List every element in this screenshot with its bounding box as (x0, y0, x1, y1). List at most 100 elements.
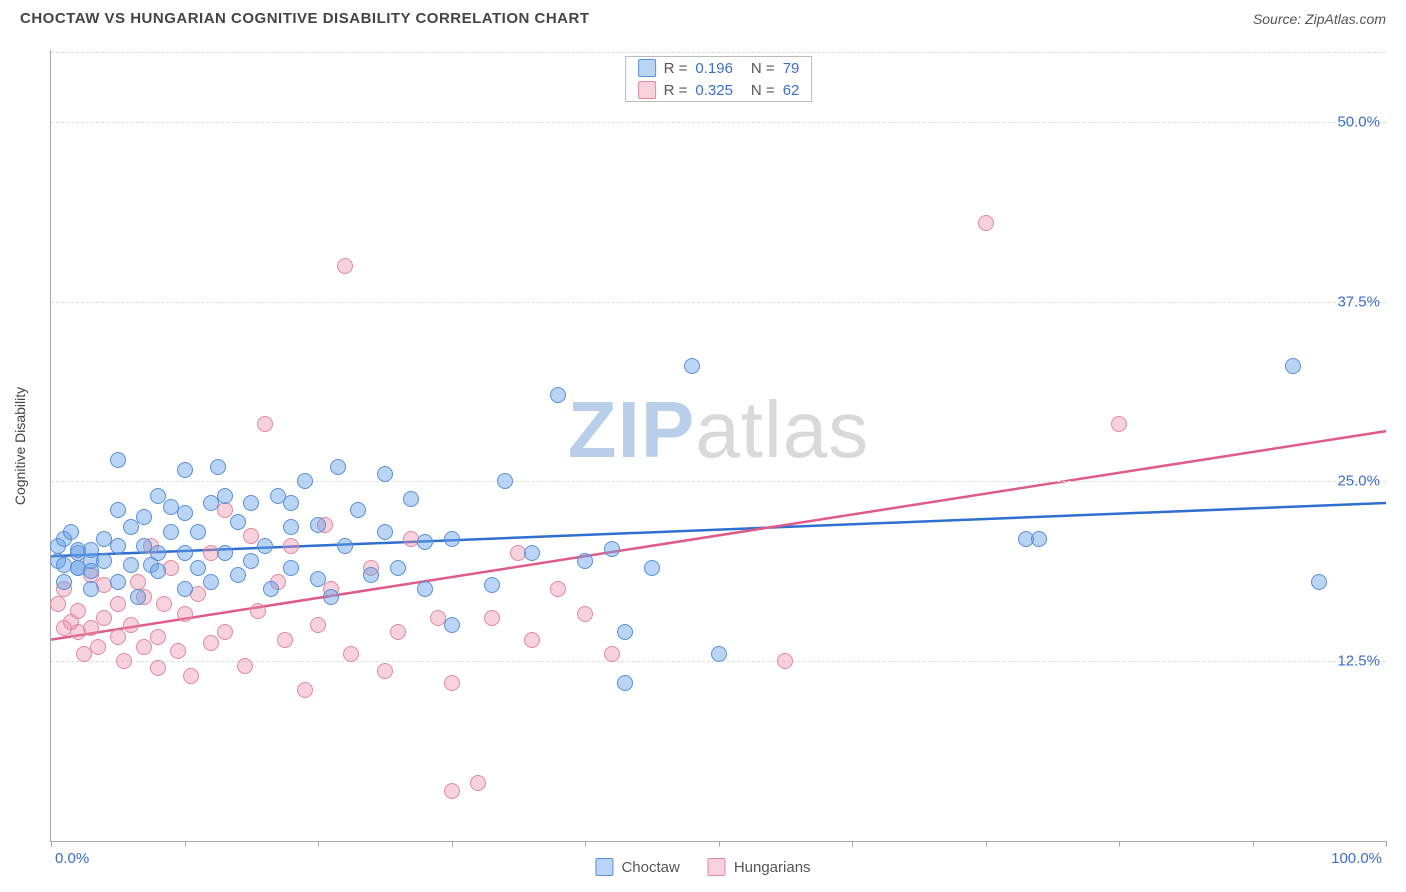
scatter-point-series1 (403, 491, 419, 507)
scatter-point-series2 (110, 629, 126, 645)
series-legend: Choctaw Hungarians (595, 858, 810, 876)
scatter-point-series2 (183, 668, 199, 684)
n-value-1: 79 (783, 60, 800, 77)
scatter-point-series2 (277, 632, 293, 648)
scatter-point-series1 (243, 495, 259, 511)
scatter-point-series2 (390, 624, 406, 640)
scatter-point-series1 (390, 560, 406, 576)
scatter-point-series1 (617, 675, 633, 691)
scatter-point-series2 (116, 653, 132, 669)
scatter-point-series2 (577, 606, 593, 622)
scatter-point-series1 (150, 488, 166, 504)
scatter-point-series1 (110, 538, 126, 554)
scatter-point-series1 (177, 581, 193, 597)
scatter-point-series2 (283, 538, 299, 554)
trend-lines (51, 50, 1386, 841)
scatter-point-series2 (470, 775, 486, 791)
x-tick (51, 841, 52, 847)
scatter-point-series1 (444, 617, 460, 633)
watermark: ZIPatlas (568, 384, 869, 476)
scatter-point-series1 (163, 524, 179, 540)
scatter-point-series2 (83, 620, 99, 636)
scatter-point-series1 (177, 505, 193, 521)
y-axis-title: Cognitive Disability (12, 387, 28, 505)
scatter-point-series1 (497, 473, 513, 489)
scatter-point-series2 (978, 215, 994, 231)
scatter-point-series1 (83, 563, 99, 579)
scatter-point-series2 (177, 606, 193, 622)
stats-row-2: R = 0.325 N = 62 (626, 79, 812, 101)
scatter-point-series1 (323, 589, 339, 605)
n-label: N = (751, 60, 775, 77)
scatter-point-series1 (283, 560, 299, 576)
scatter-point-series1 (56, 574, 72, 590)
scatter-point-series1 (190, 560, 206, 576)
scatter-point-series1 (1031, 531, 1047, 547)
x-tick (585, 841, 586, 847)
legend-item-2: Hungarians (708, 858, 811, 876)
scatter-point-series1 (297, 473, 313, 489)
x-tick (1386, 841, 1387, 847)
scatter-point-series1 (230, 514, 246, 530)
scatter-point-series2 (257, 416, 273, 432)
scatter-point-series2 (110, 596, 126, 612)
r-value-1: 0.196 (695, 60, 733, 77)
x-tick (1119, 841, 1120, 847)
scatter-point-series1 (444, 531, 460, 547)
scatter-point-series1 (1285, 358, 1301, 374)
scatter-point-series2 (237, 658, 253, 674)
scatter-point-series1 (130, 589, 146, 605)
swatch-series1-icon (595, 858, 613, 876)
gridline (51, 481, 1386, 482)
x-tick (185, 841, 186, 847)
r-value-2: 0.325 (695, 82, 733, 99)
scatter-point-series1 (123, 557, 139, 573)
watermark-zip: ZIP (568, 385, 695, 474)
scatter-point-series1 (150, 545, 166, 561)
legend-label-1: Choctaw (621, 859, 679, 876)
scatter-point-series1 (417, 581, 433, 597)
watermark-atlas: atlas (695, 385, 869, 474)
scatter-point-series1 (330, 459, 346, 475)
swatch-series1-icon (638, 59, 656, 77)
scatter-point-series1 (190, 524, 206, 540)
scatter-point-series1 (604, 541, 620, 557)
scatter-point-series1 (1311, 574, 1327, 590)
scatter-point-series2 (777, 653, 793, 669)
gridline (51, 52, 1386, 53)
scatter-point-series2 (343, 646, 359, 662)
x-tick (986, 841, 987, 847)
scatter-point-series1 (550, 387, 566, 403)
scatter-point-series2 (484, 610, 500, 626)
x-tick (852, 841, 853, 847)
scatter-point-series1 (83, 581, 99, 597)
source-label: Source: ZipAtlas.com (1253, 11, 1386, 27)
scatter-point-series2 (150, 629, 166, 645)
y-tick-label: 12.5% (1337, 653, 1380, 670)
scatter-point-series2 (203, 635, 219, 651)
scatter-point-series1 (257, 538, 273, 554)
scatter-point-series1 (96, 553, 112, 569)
scatter-point-series1 (263, 581, 279, 597)
scatter-point-series1 (524, 545, 540, 561)
r-label: R = (664, 60, 688, 77)
scatter-point-series1 (150, 563, 166, 579)
x-tick (1253, 841, 1254, 847)
scatter-point-series2 (250, 603, 266, 619)
scatter-point-series2 (123, 617, 139, 633)
scatter-point-series2 (550, 581, 566, 597)
scatter-point-series1 (283, 495, 299, 511)
scatter-point-series1 (617, 624, 633, 640)
y-tick-label: 37.5% (1337, 293, 1380, 310)
scatter-point-series1 (417, 534, 433, 550)
scatter-point-series1 (110, 502, 126, 518)
scatter-point-series2 (604, 646, 620, 662)
scatter-point-series1 (577, 553, 593, 569)
scatter-point-series2 (444, 783, 460, 799)
scatter-point-series2 (136, 639, 152, 655)
scatter-point-series2 (90, 639, 106, 655)
chart-title: CHOCTAW VS HUNGARIAN COGNITIVE DISABILIT… (20, 10, 590, 27)
x-tick (719, 841, 720, 847)
scatter-point-series1 (283, 519, 299, 535)
scatter-point-series2 (524, 632, 540, 648)
